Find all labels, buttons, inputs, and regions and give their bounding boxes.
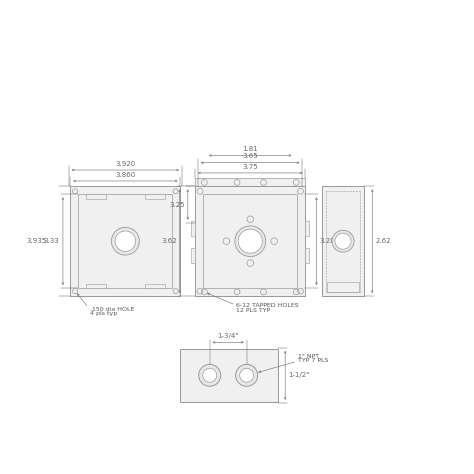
- Circle shape: [203, 368, 217, 382]
- Circle shape: [111, 228, 139, 255]
- Text: 3.62: 3.62: [161, 238, 177, 244]
- Bar: [78, 194, 173, 288]
- Circle shape: [335, 233, 351, 249]
- Bar: [203, 194, 297, 288]
- Bar: [145, 283, 165, 288]
- Text: 3.75: 3.75: [243, 164, 258, 170]
- Text: 1.81: 1.81: [242, 146, 258, 152]
- Bar: [328, 283, 359, 292]
- Text: TYP 7 PLS: TYP 7 PLS: [298, 358, 328, 363]
- Text: 1-1/2": 1-1/2": [288, 372, 310, 378]
- Text: 1-3/4": 1-3/4": [218, 333, 239, 339]
- Circle shape: [332, 230, 354, 252]
- Text: 12 PLS TYP: 12 PLS TYP: [236, 308, 270, 313]
- Text: 3.935: 3.935: [27, 238, 47, 244]
- Bar: [322, 186, 364, 296]
- Bar: [86, 283, 106, 288]
- Circle shape: [235, 226, 266, 256]
- Bar: [305, 221, 309, 236]
- Text: 2.62: 2.62: [375, 238, 391, 244]
- Text: 3.65: 3.65: [243, 154, 258, 159]
- Circle shape: [236, 365, 258, 386]
- Bar: [195, 178, 305, 186]
- Bar: [195, 186, 305, 296]
- Circle shape: [115, 231, 136, 251]
- Text: .150 dia HOLE: .150 dia HOLE: [91, 307, 135, 312]
- Text: 1" NPT: 1" NPT: [298, 355, 319, 359]
- Bar: [86, 194, 106, 199]
- Bar: [181, 349, 278, 402]
- Bar: [191, 221, 195, 236]
- Text: 4 pls typ: 4 pls typ: [91, 311, 118, 316]
- Circle shape: [240, 368, 254, 382]
- Text: 3.920: 3.920: [115, 161, 136, 167]
- Circle shape: [199, 365, 221, 386]
- Bar: [305, 248, 309, 263]
- Bar: [191, 248, 195, 263]
- Text: 6-12 TAPPED HOLES: 6-12 TAPPED HOLES: [236, 303, 298, 308]
- Text: 3.25: 3.25: [169, 201, 185, 208]
- Circle shape: [238, 229, 263, 253]
- Bar: [145, 194, 165, 199]
- Text: 3.33: 3.33: [44, 238, 60, 244]
- Text: 3.860: 3.860: [115, 172, 136, 178]
- Text: 3.28: 3.28: [319, 238, 335, 244]
- Bar: [70, 186, 181, 296]
